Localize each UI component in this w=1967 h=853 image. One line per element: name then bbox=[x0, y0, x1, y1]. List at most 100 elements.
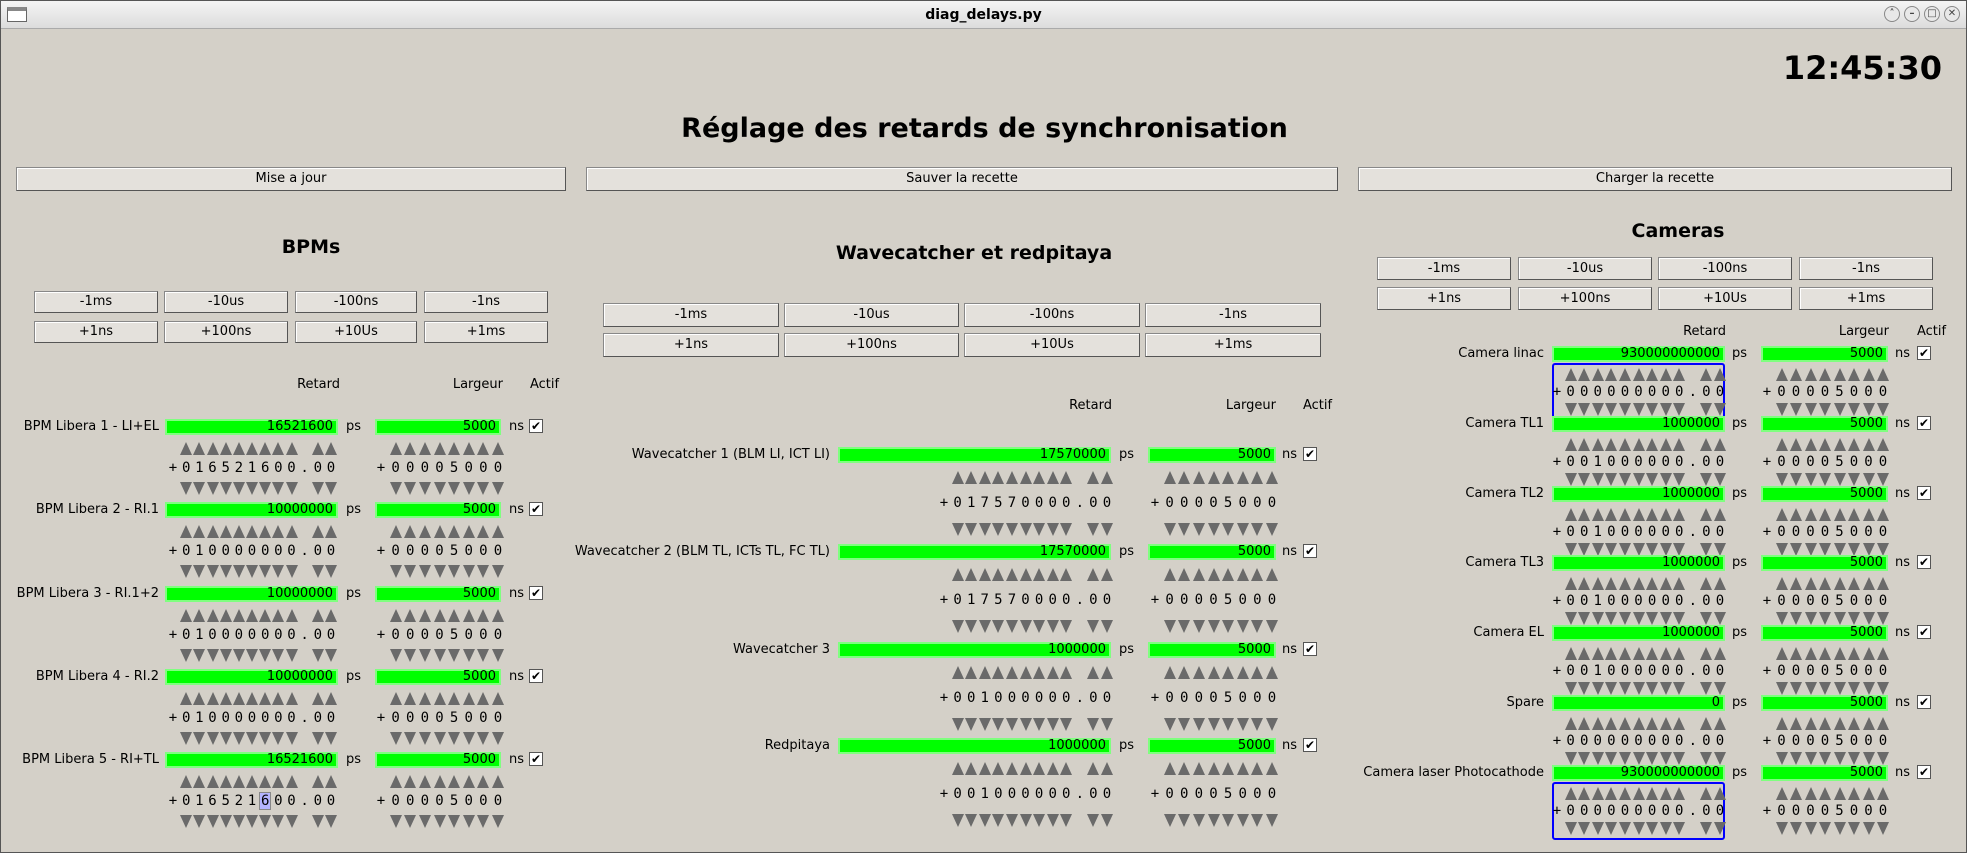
increment-arrow-icon[interactable] bbox=[951, 762, 964, 775]
increment-arrow-icon[interactable] bbox=[246, 775, 258, 788]
decrement-arrow-icon[interactable] bbox=[1862, 752, 1875, 765]
step-button[interactable]: -10us bbox=[784, 303, 959, 327]
decrement-arrow-icon[interactable] bbox=[1877, 752, 1889, 765]
delay-field[interactable]: 16521600 bbox=[165, 419, 338, 435]
step-button[interactable]: +10Us bbox=[1658, 287, 1792, 310]
increment-arrow-icon[interactable] bbox=[1046, 568, 1059, 581]
width-field[interactable]: 5000 bbox=[1148, 642, 1276, 658]
increment-arrow-icon[interactable] bbox=[325, 609, 337, 622]
increment-arrow-icon[interactable] bbox=[1790, 508, 1802, 521]
increment-arrow-icon[interactable] bbox=[1591, 508, 1604, 521]
increment-arrow-icon[interactable] bbox=[285, 775, 298, 788]
decrement-arrow-icon[interactable] bbox=[492, 482, 504, 495]
increment-arrow-icon[interactable] bbox=[1877, 787, 1889, 800]
decrement-arrow-icon[interactable] bbox=[1700, 403, 1713, 416]
decrement-arrow-icon[interactable] bbox=[272, 649, 285, 662]
increment-arrow-icon[interactable] bbox=[285, 525, 298, 538]
increment-arrow-icon[interactable] bbox=[206, 609, 219, 622]
increment-arrow-icon[interactable] bbox=[1564, 787, 1577, 800]
decrement-arrow-icon[interactable] bbox=[1222, 718, 1235, 731]
increment-arrow-icon[interactable] bbox=[448, 442, 461, 455]
increment-arrow-icon[interactable] bbox=[978, 666, 991, 679]
decrement-arrow-icon[interactable] bbox=[1848, 473, 1860, 486]
increment-arrow-icon[interactable] bbox=[1775, 717, 1788, 730]
increment-arrow-icon[interactable] bbox=[1178, 568, 1191, 581]
increment-arrow-icon[interactable] bbox=[246, 692, 258, 705]
increment-arrow-icon[interactable] bbox=[1163, 568, 1176, 581]
increment-arrow-icon[interactable] bbox=[272, 692, 285, 705]
increment-arrow-icon[interactable] bbox=[1564, 717, 1577, 730]
increment-arrow-icon[interactable] bbox=[180, 692, 193, 705]
increment-arrow-icon[interactable] bbox=[1877, 717, 1889, 730]
active-checkbox[interactable]: ✔ bbox=[529, 586, 543, 600]
width-spinner[interactable]: +00005000 bbox=[1762, 524, 1894, 540]
decrement-arrow-icon[interactable] bbox=[1591, 403, 1604, 416]
delay-field[interactable]: 1000000 bbox=[838, 738, 1111, 754]
increment-arrow-icon[interactable] bbox=[1775, 647, 1788, 660]
shade-icon[interactable]: ˄ bbox=[1884, 6, 1900, 22]
increment-arrow-icon[interactable] bbox=[1804, 787, 1817, 800]
decrement-arrow-icon[interactable] bbox=[1775, 682, 1788, 695]
increment-arrow-icon[interactable] bbox=[1714, 508, 1726, 521]
delay-field[interactable]: 1000000 bbox=[1552, 416, 1725, 432]
step-button[interactable]: +1ns bbox=[603, 333, 779, 357]
decrement-arrow-icon[interactable] bbox=[1578, 822, 1591, 835]
decrement-arrow-icon[interactable] bbox=[1207, 523, 1220, 536]
increment-arrow-icon[interactable] bbox=[311, 775, 324, 788]
increment-arrow-icon[interactable] bbox=[1862, 368, 1875, 381]
increment-arrow-icon[interactable] bbox=[1207, 666, 1220, 679]
decrement-arrow-icon[interactable] bbox=[1833, 543, 1846, 556]
increment-arrow-icon[interactable] bbox=[311, 442, 324, 455]
decrement-arrow-icon[interactable] bbox=[1605, 403, 1618, 416]
decrement-arrow-icon[interactable] bbox=[951, 523, 964, 536]
increment-arrow-icon[interactable] bbox=[1236, 471, 1249, 484]
increment-arrow-icon[interactable] bbox=[1178, 471, 1191, 484]
decrement-arrow-icon[interactable] bbox=[1087, 718, 1100, 731]
width-spinner[interactable]: +00005000 bbox=[1762, 593, 1894, 609]
increment-arrow-icon[interactable] bbox=[259, 442, 272, 455]
increment-arrow-icon[interactable] bbox=[1804, 577, 1817, 590]
increment-arrow-icon[interactable] bbox=[1101, 471, 1113, 484]
width-field[interactable]: 5000 bbox=[1148, 544, 1276, 560]
active-checkbox[interactable]: ✔ bbox=[1917, 416, 1931, 430]
increment-arrow-icon[interactable] bbox=[1605, 508, 1618, 521]
decrement-arrow-icon[interactable] bbox=[1207, 718, 1220, 731]
increment-arrow-icon[interactable] bbox=[272, 609, 285, 622]
increment-arrow-icon[interactable] bbox=[1632, 647, 1645, 660]
increment-arrow-icon[interactable] bbox=[1862, 438, 1875, 451]
increment-arrow-icon[interactable] bbox=[1646, 368, 1659, 381]
decrement-arrow-icon[interactable] bbox=[1605, 682, 1618, 695]
decrement-arrow-icon[interactable] bbox=[246, 482, 258, 495]
increment-arrow-icon[interactable] bbox=[1646, 577, 1659, 590]
width-spinner[interactable]: +00005000 bbox=[1762, 803, 1894, 819]
step-button[interactable]: +1ns bbox=[1377, 287, 1511, 310]
width-field[interactable]: 5000 bbox=[375, 586, 501, 602]
increment-arrow-icon[interactable] bbox=[1033, 762, 1046, 775]
delay-field[interactable]: 10000000 bbox=[165, 586, 338, 602]
decrement-arrow-icon[interactable] bbox=[1804, 473, 1817, 486]
decrement-arrow-icon[interactable] bbox=[1163, 718, 1176, 731]
increment-arrow-icon[interactable] bbox=[1848, 787, 1860, 800]
decrement-arrow-icon[interactable] bbox=[259, 649, 272, 662]
increment-arrow-icon[interactable] bbox=[1646, 787, 1659, 800]
decrement-arrow-icon[interactable] bbox=[1578, 612, 1591, 625]
increment-arrow-icon[interactable] bbox=[389, 525, 402, 538]
increment-arrow-icon[interactable] bbox=[389, 442, 402, 455]
decrement-arrow-icon[interactable] bbox=[206, 482, 219, 495]
decrement-arrow-icon[interactable] bbox=[1833, 682, 1846, 695]
increment-arrow-icon[interactable] bbox=[1819, 438, 1831, 451]
decrement-arrow-icon[interactable] bbox=[1060, 814, 1073, 827]
decrement-arrow-icon[interactable] bbox=[448, 649, 461, 662]
decrement-arrow-icon[interactable] bbox=[978, 523, 991, 536]
increment-arrow-icon[interactable] bbox=[259, 609, 272, 622]
step-button[interactable]: +10Us bbox=[295, 321, 417, 343]
step-button[interactable]: -1ms bbox=[603, 303, 779, 327]
increment-arrow-icon[interactable] bbox=[433, 775, 446, 788]
increment-arrow-icon[interactable] bbox=[1087, 762, 1100, 775]
increment-arrow-icon[interactable] bbox=[1005, 666, 1018, 679]
decrement-arrow-icon[interactable] bbox=[389, 565, 402, 578]
decrement-arrow-icon[interactable] bbox=[1101, 718, 1113, 731]
increment-arrow-icon[interactable] bbox=[1659, 508, 1672, 521]
decrement-arrow-icon[interactable] bbox=[1046, 620, 1059, 633]
increment-arrow-icon[interactable] bbox=[1775, 438, 1788, 451]
